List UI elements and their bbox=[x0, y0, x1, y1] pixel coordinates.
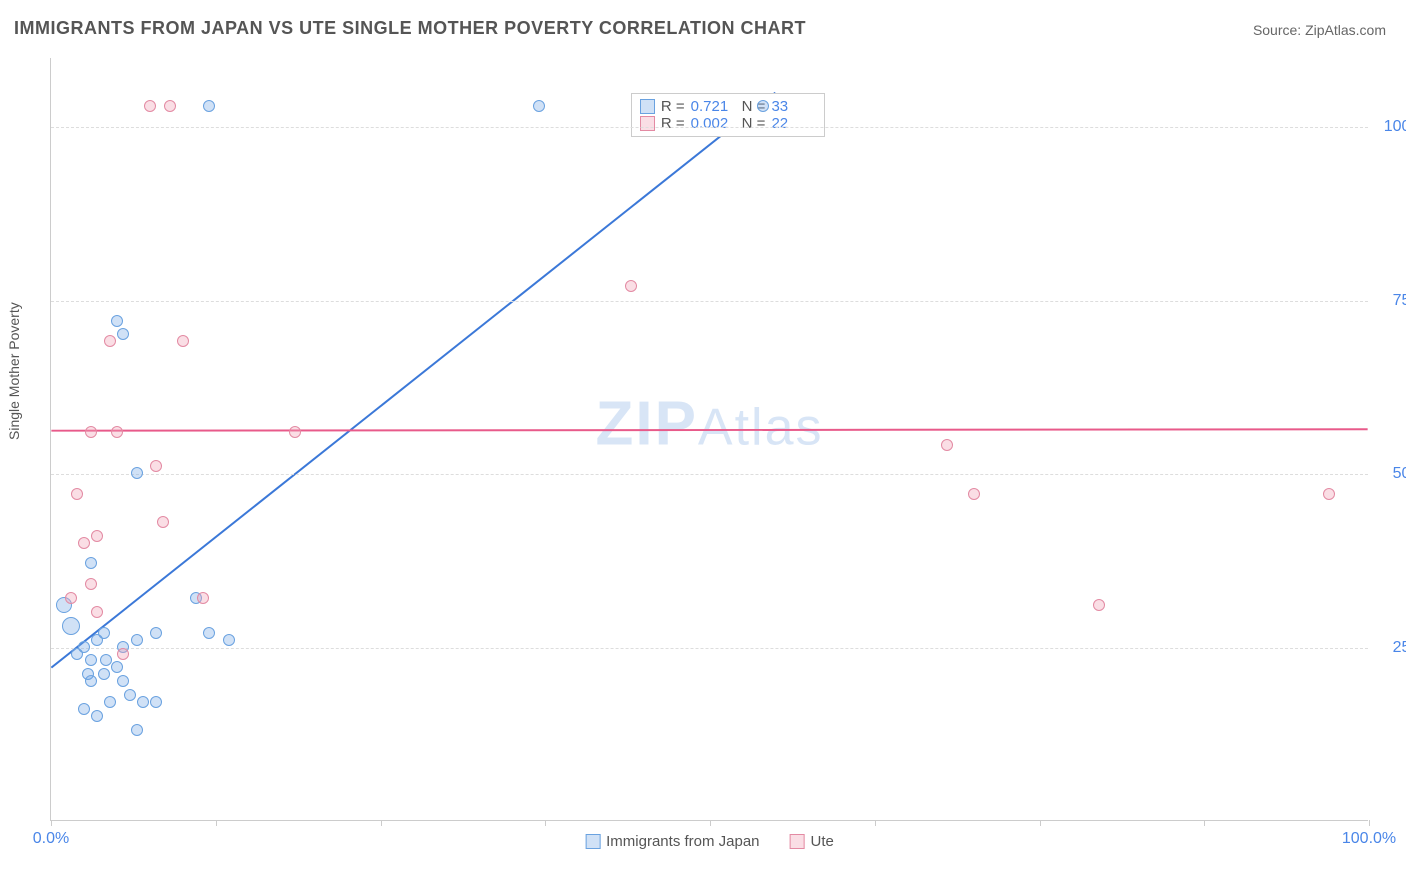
data-point bbox=[1323, 488, 1335, 500]
data-point bbox=[85, 557, 97, 569]
data-point bbox=[62, 617, 80, 635]
watermark-atlas: Atlas bbox=[698, 398, 824, 456]
data-point bbox=[100, 654, 112, 666]
data-point bbox=[117, 675, 129, 687]
data-point bbox=[71, 488, 83, 500]
legend-item-ute: Ute bbox=[790, 833, 834, 850]
grid-line bbox=[51, 474, 1368, 475]
data-point bbox=[164, 100, 176, 112]
x-tick-label: 100.0% bbox=[1342, 830, 1396, 848]
data-point bbox=[111, 661, 123, 673]
y-tick-label: 75.0% bbox=[1378, 292, 1406, 310]
x-tick bbox=[1040, 820, 1041, 826]
data-point bbox=[177, 335, 189, 347]
correlation-legend: R =0.721N =33R =0.002N =22 bbox=[631, 93, 826, 137]
x-tick bbox=[51, 820, 52, 826]
legend-label-japan: Immigrants from Japan bbox=[606, 833, 759, 850]
data-point bbox=[150, 460, 162, 472]
x-tick bbox=[710, 820, 711, 826]
data-point bbox=[223, 634, 235, 646]
data-point bbox=[289, 426, 301, 438]
data-point bbox=[111, 426, 123, 438]
data-point bbox=[968, 488, 980, 500]
data-point bbox=[85, 578, 97, 590]
data-point bbox=[91, 530, 103, 542]
legend-swatch-ute bbox=[790, 834, 805, 849]
x-tick bbox=[1204, 820, 1205, 826]
legend-item-japan: Immigrants from Japan bbox=[585, 833, 759, 850]
data-point bbox=[137, 696, 149, 708]
legend-label-ute: Ute bbox=[811, 833, 834, 850]
data-point bbox=[91, 606, 103, 618]
data-point bbox=[150, 627, 162, 639]
data-point bbox=[78, 703, 90, 715]
chart-container: IMMIGRANTS FROM JAPAN VS UTE SINGLE MOTH… bbox=[0, 0, 1406, 892]
data-point bbox=[131, 634, 143, 646]
data-point bbox=[98, 668, 110, 680]
data-point bbox=[941, 439, 953, 451]
data-point bbox=[197, 592, 209, 604]
series-legend: Immigrants from Japan Ute bbox=[585, 833, 834, 850]
legend-swatch-japan bbox=[585, 834, 600, 849]
data-point bbox=[131, 724, 143, 736]
plot-area: ZIPAtlas R =0.721N =33R =0.002N =22 Immi… bbox=[50, 58, 1368, 821]
data-point bbox=[203, 100, 215, 112]
data-point bbox=[1093, 599, 1105, 611]
watermark-zip: ZIP bbox=[595, 389, 697, 458]
legend-stat-row: R =0.002N =22 bbox=[640, 115, 817, 132]
y-tick-label: 50.0% bbox=[1378, 465, 1406, 483]
data-point bbox=[85, 654, 97, 666]
data-point bbox=[78, 537, 90, 549]
y-tick-label: 100.0% bbox=[1378, 118, 1406, 136]
source-attribution: Source: ZipAtlas.com bbox=[1253, 22, 1386, 38]
data-point bbox=[131, 467, 143, 479]
grid-line bbox=[51, 648, 1368, 649]
x-tick-label: 0.0% bbox=[33, 830, 69, 848]
data-point bbox=[757, 100, 769, 112]
watermark: ZIPAtlas bbox=[595, 388, 823, 459]
y-tick-label: 25.0% bbox=[1378, 639, 1406, 657]
grid-line bbox=[51, 127, 1368, 128]
x-tick bbox=[216, 820, 217, 826]
data-point bbox=[104, 335, 116, 347]
data-point bbox=[157, 516, 169, 528]
grid-line bbox=[51, 301, 1368, 302]
data-point bbox=[82, 668, 94, 680]
data-point bbox=[111, 315, 123, 327]
data-point bbox=[625, 280, 637, 292]
data-point bbox=[104, 696, 116, 708]
data-point bbox=[117, 328, 129, 340]
data-point bbox=[65, 592, 77, 604]
data-point bbox=[150, 696, 162, 708]
data-point bbox=[533, 100, 545, 112]
data-point bbox=[124, 689, 136, 701]
data-point bbox=[85, 426, 97, 438]
data-point bbox=[98, 627, 110, 639]
x-tick bbox=[875, 820, 876, 826]
x-tick bbox=[381, 820, 382, 826]
x-tick bbox=[545, 820, 546, 826]
data-point bbox=[91, 710, 103, 722]
data-point bbox=[78, 641, 90, 653]
x-tick bbox=[1369, 820, 1370, 826]
legend-stat-row: R =0.721N =33 bbox=[640, 98, 817, 115]
chart-title: IMMIGRANTS FROM JAPAN VS UTE SINGLE MOTH… bbox=[14, 18, 806, 39]
data-point bbox=[144, 100, 156, 112]
data-point bbox=[203, 627, 215, 639]
y-axis-label: Single Mother Poverty bbox=[6, 302, 22, 440]
data-point bbox=[117, 648, 129, 660]
